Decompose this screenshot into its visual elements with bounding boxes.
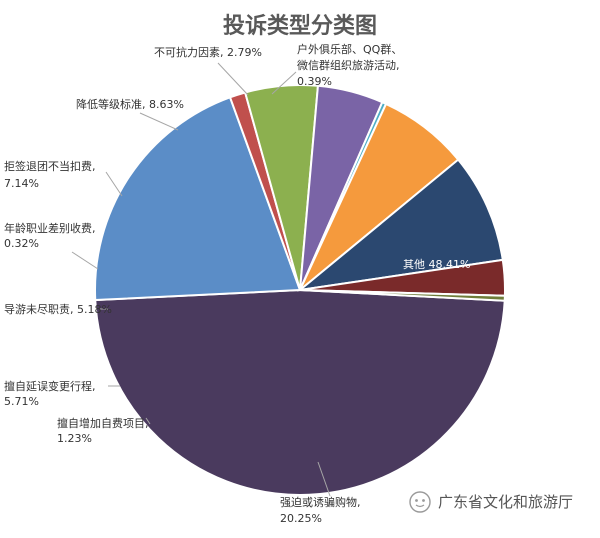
slice-label: 其他 48.41% [403,258,470,271]
slice-label-name: 擅自延误变更行程, [4,379,96,393]
slice-label-name: 导游未尽职责, [4,303,77,316]
slice-label-name: 户外俱乐部、QQ群、 [297,42,402,56]
slice-label-percent: 8.63% [149,98,184,111]
leader-line [317,461,331,497]
slice-label: 降低等级标准, 8.63% [76,97,184,111]
leader-line [139,112,179,131]
leader-line [271,71,297,95]
slice-label-percent: 20.25% [280,512,322,525]
slice-label-name: 擅自增加自费项目, [57,416,149,430]
wechat-icon [409,491,431,513]
watermark: 广东省文化和旅游厅 [409,491,573,513]
slice-label-name: 拒签退团不当扣费, [4,159,96,173]
leader-line [217,62,249,96]
chart-title: 投诉类型分类图 [223,13,377,39]
slice-label: 不可抗力因素, 2.79% [154,45,262,59]
slice-labels: 其他 48.41% 强迫或诱骗购物, 20.25% 擅自增加自费项目, 1.23% 擅自延… [4,42,470,525]
pie-slice [94,96,302,302]
leader-line [105,171,123,197]
leader-line [145,417,151,425]
slice-label-percent: 2.79% [227,46,262,59]
slice-label-percent: 7.14% [4,177,39,190]
slice-label-name: 不可抗力因素, [154,45,227,59]
slice-label-percent: 48.41% [429,258,471,271]
leader-line [71,251,99,270]
slice-label-percent: 5.18% [77,303,112,316]
slice-label-name: 降低等级标准, [76,97,149,111]
slice-label-percent: 5.71% [4,395,39,408]
slice-label-percent: 0.39% [297,75,332,88]
slice-label-percent: 1.23% [57,432,92,445]
pie-slices [94,84,506,496]
label-leader-lines [71,62,331,497]
watermark-text: 广东省文化和旅游厅 [438,493,573,511]
slice-label-percent: 0.32% [4,237,39,250]
pie-slice [296,158,504,292]
pie-slice [94,288,506,496]
slice-label-name: 微信群组织旅游活动, [297,58,400,72]
slice-label-name: 其他 [403,258,429,271]
slice-label: 导游未尽职责, 5.18% [4,303,112,316]
pie-slice [299,289,506,302]
slice-label-name: 年龄职业差别收费, [4,221,96,235]
slice-label-name: 强迫或诱骗购物, [280,495,361,509]
